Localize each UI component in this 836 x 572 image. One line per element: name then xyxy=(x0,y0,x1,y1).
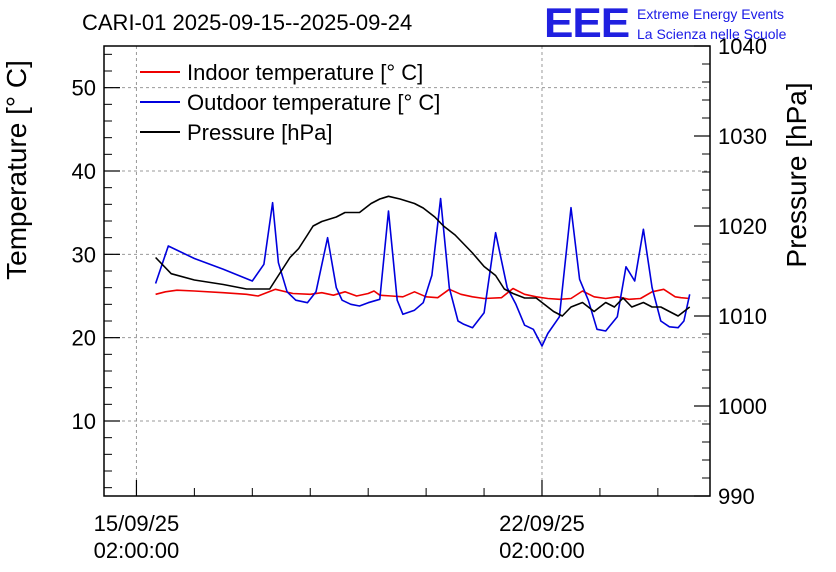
tick-labels: 10203040509901000101010201030104015/09/2… xyxy=(72,34,767,563)
y2-tick-label: 1000 xyxy=(718,394,767,419)
legend-label: Outdoor temperature [° C] xyxy=(187,90,440,115)
chart-title: CARI-01 2025-09-15--2025-09-24 xyxy=(82,10,413,35)
eee-logo-mark: EEE xyxy=(544,0,630,46)
y-tick-label: 30 xyxy=(72,242,96,267)
series-line-pressure-hpa xyxy=(155,195,691,317)
y-axis-label: Temperature [° C] xyxy=(1,60,32,280)
series-line-outdoor-temperature-c xyxy=(154,197,691,347)
y2-tick-label: 1030 xyxy=(718,124,767,149)
y-tick-label: 20 xyxy=(72,326,96,351)
x-tick-label-time: 02:00:00 xyxy=(499,538,585,563)
legend: Indoor temperature [° C] Outdoor temperat… xyxy=(140,60,440,145)
y-tick-label: 10 xyxy=(72,409,96,434)
logo-line-2: La Scienza nelle Scuole xyxy=(637,26,787,42)
y2-tick-label: 990 xyxy=(718,484,755,509)
series-lines xyxy=(154,195,691,347)
x-tick-label-date: 15/09/25 xyxy=(94,511,180,536)
y-tick-label: 50 xyxy=(72,76,96,101)
y2-tick-label: 1010 xyxy=(718,304,767,329)
y2-axis-label: Pressure [hPa] xyxy=(781,82,812,267)
logo-line-1: Extreme Energy Events xyxy=(637,6,785,22)
y2-tick-label: 1040 xyxy=(718,34,767,59)
grid-lines xyxy=(104,46,710,496)
x-tick-label-date: 22/09/25 xyxy=(499,511,585,536)
legend-label: Indoor temperature [° C] xyxy=(187,60,423,85)
x-tick-label-time: 02:00:00 xyxy=(94,538,180,563)
y2-tick-label: 1020 xyxy=(718,214,767,239)
axis-ticks xyxy=(104,45,710,497)
eee-logo: EEE Extreme Energy Events La Scienza nel… xyxy=(544,2,834,44)
y-tick-label: 40 xyxy=(72,159,96,184)
series-line-indoor-temperature-c xyxy=(155,287,690,301)
legend-label: Pressure [hPa] xyxy=(187,120,333,145)
